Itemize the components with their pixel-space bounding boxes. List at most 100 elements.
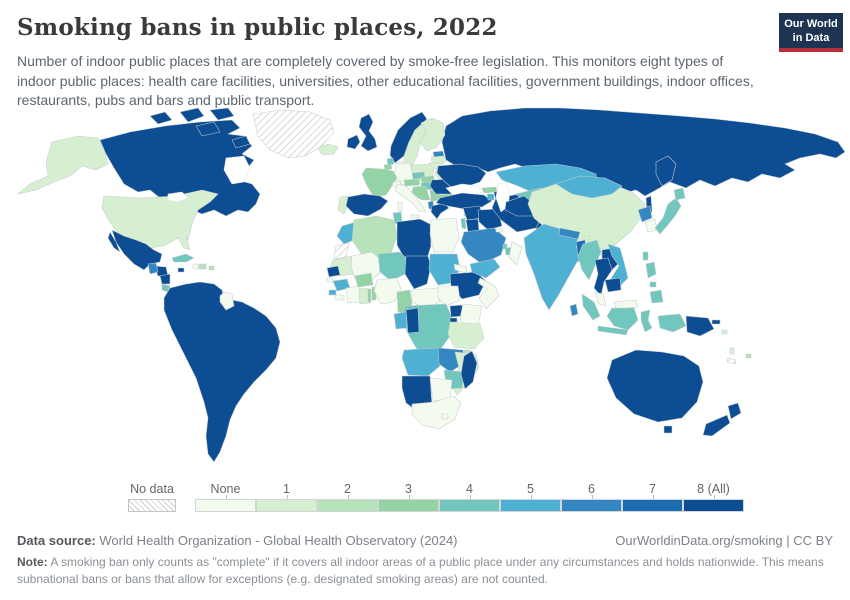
country-congo[interactable] (405, 307, 420, 334)
legend-bin-8[interactable] (683, 499, 744, 512)
country-south-sudan[interactable] (437, 285, 461, 307)
country-fiji[interactable] (745, 353, 752, 359)
country-canada-island-1[interactable] (149, 111, 173, 125)
country-vanuatu[interactable] (729, 347, 735, 355)
country-mongolia[interactable] (555, 175, 623, 199)
country-oman[interactable] (508, 241, 523, 266)
country-turkey[interactable] (435, 192, 493, 210)
country-dominican-republic[interactable] (198, 263, 207, 270)
country-kuwait[interactable] (495, 227, 503, 233)
country-togo[interactable] (367, 288, 372, 303)
country-malaysia[interactable] (594, 291, 607, 307)
country-puerto-rico[interactable] (208, 265, 215, 271)
country-south-america[interactable] (163, 281, 281, 463)
country-indonesia-java[interactable] (597, 325, 629, 336)
country-new-zealand-north[interactable] (727, 402, 742, 420)
country-australia-tasmania[interactable] (663, 425, 673, 434)
country-israel[interactable] (460, 217, 467, 230)
country-nepal[interactable] (558, 227, 581, 240)
country-iceland[interactable] (317, 143, 339, 156)
country-solomon-islands[interactable] (721, 329, 728, 335)
country-tanzania[interactable] (447, 321, 485, 350)
country-guyana[interactable] (219, 291, 235, 311)
country-myanmar[interactable] (577, 239, 602, 281)
country-philippines-mindanao[interactable] (649, 289, 664, 304)
country-russia-kamchatka[interactable] (655, 155, 677, 187)
country-western-sahara[interactable] (333, 242, 350, 260)
country-usa-alaska[interactable] (17, 135, 109, 195)
country-sierra-leone[interactable] (328, 289, 337, 296)
country-austria[interactable] (403, 178, 421, 187)
country-indonesia-sumatra[interactable] (581, 293, 601, 321)
legend-bin-0[interactable] (195, 499, 256, 512)
country-nicaragua[interactable] (159, 273, 171, 285)
country-indonesia-sulawesi[interactable] (640, 309, 653, 333)
country-belgium[interactable] (383, 163, 393, 171)
country-gabon[interactable] (393, 311, 408, 330)
country-png-new-britain[interactable] (711, 319, 721, 325)
legend-bin-5[interactable] (500, 499, 561, 512)
country-mexico[interactable] (111, 229, 163, 271)
country-italy-sicily[interactable] (410, 214, 420, 219)
country-north-korea[interactable] (637, 205, 653, 223)
country-cambodia[interactable] (604, 277, 622, 293)
country-indonesia-papua[interactable] (657, 313, 687, 333)
owid-link[interactable]: OurWorldinData.org/smoking | CC BY (615, 533, 833, 548)
country-new-zealand-south[interactable] (702, 414, 731, 437)
country-indonesia-kalimantan[interactable] (606, 307, 639, 331)
country-sri-lanka[interactable] (569, 303, 579, 317)
country-guatemala[interactable] (147, 262, 159, 275)
country-spain[interactable] (345, 193, 389, 217)
country-mexico-baja[interactable] (107, 231, 121, 253)
country-ireland[interactable] (346, 134, 361, 150)
country-libya[interactable] (396, 218, 432, 263)
legend-bin-1[interactable] (256, 499, 317, 512)
country-ghana[interactable] (358, 287, 371, 305)
country-egypt[interactable] (429, 217, 460, 253)
country-portugal[interactable] (337, 195, 349, 215)
legend-bin-6[interactable] (561, 499, 622, 512)
country-croatia[interactable] (411, 185, 431, 201)
country-finland[interactable] (419, 117, 446, 152)
country-haiti[interactable] (192, 263, 199, 270)
country-uk[interactable] (358, 113, 378, 152)
country-malaysia-borneo[interactable] (613, 299, 639, 310)
country-canada-island-4[interactable] (195, 121, 221, 137)
country-italy[interactable] (394, 183, 427, 213)
country-ukraine[interactable] (436, 163, 487, 189)
country-guinea-bissau[interactable] (326, 277, 334, 283)
legend-bin-2[interactable] (317, 499, 378, 512)
country-rwanda[interactable] (449, 317, 458, 323)
country-japan[interactable] (654, 197, 682, 235)
country-papua-new-guinea[interactable] (685, 315, 715, 337)
legend-bin-3[interactable] (378, 499, 439, 512)
country-philippines-visayas[interactable] (649, 281, 657, 288)
country-angola[interactable] (401, 347, 441, 377)
country-ivory-coast[interactable] (345, 285, 361, 304)
country-philippines-luzon[interactable] (645, 261, 657, 279)
legend-bin-7[interactable] (622, 499, 683, 512)
country-niger[interactable] (377, 251, 408, 282)
country-south-korea[interactable] (644, 218, 658, 233)
country-greenland[interactable] (252, 109, 335, 159)
country-burkina-faso[interactable] (354, 272, 374, 288)
country-cuba[interactable] (171, 253, 195, 263)
country-madagascar[interactable] (460, 350, 478, 390)
country-nigeria[interactable] (373, 277, 402, 305)
country-canada-island-3[interactable] (209, 107, 235, 121)
country-bhutan[interactable] (583, 235, 591, 241)
country-australia[interactable] (606, 349, 704, 423)
country-taiwan[interactable] (642, 251, 649, 261)
country-somalia[interactable] (477, 277, 500, 310)
country-france[interactable] (361, 167, 398, 198)
owid-logo[interactable]: Our World in Data (779, 13, 843, 52)
country-senegal[interactable] (326, 265, 341, 278)
country-saudi-arabia[interactable] (460, 227, 507, 265)
country-japan-hokkaido[interactable] (673, 187, 686, 201)
country-thailand[interactable] (593, 257, 613, 297)
country-italy-sardinia[interactable] (397, 201, 403, 212)
country-latvia[interactable] (430, 155, 447, 164)
country-jamaica[interactable] (177, 267, 185, 273)
country-canada[interactable] (99, 119, 261, 217)
country-armenia[interactable] (486, 193, 495, 201)
